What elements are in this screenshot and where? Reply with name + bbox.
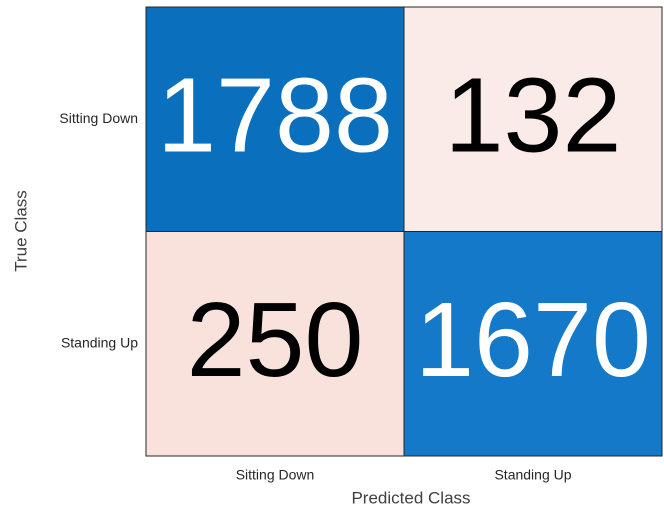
y-axis-title: True Class — [11, 190, 30, 272]
y-tick-label: Sitting Down — [59, 110, 138, 126]
y-tick-label: Standing Up — [61, 334, 138, 350]
x-tick-label: Sitting Down — [236, 467, 315, 483]
cell — [145, 6, 405, 232]
cell-value: 1670 — [415, 281, 651, 399]
cell — [145, 231, 405, 457]
cell-value: 132 — [445, 56, 622, 174]
cell — [403, 6, 663, 232]
cell-value: 250 — [187, 281, 364, 399]
x-axis-title: Predicted Class — [351, 488, 470, 507]
cell-value: 1788 — [157, 56, 393, 174]
x-tick-label: Standing Up — [494, 467, 571, 483]
cell — [403, 231, 663, 457]
